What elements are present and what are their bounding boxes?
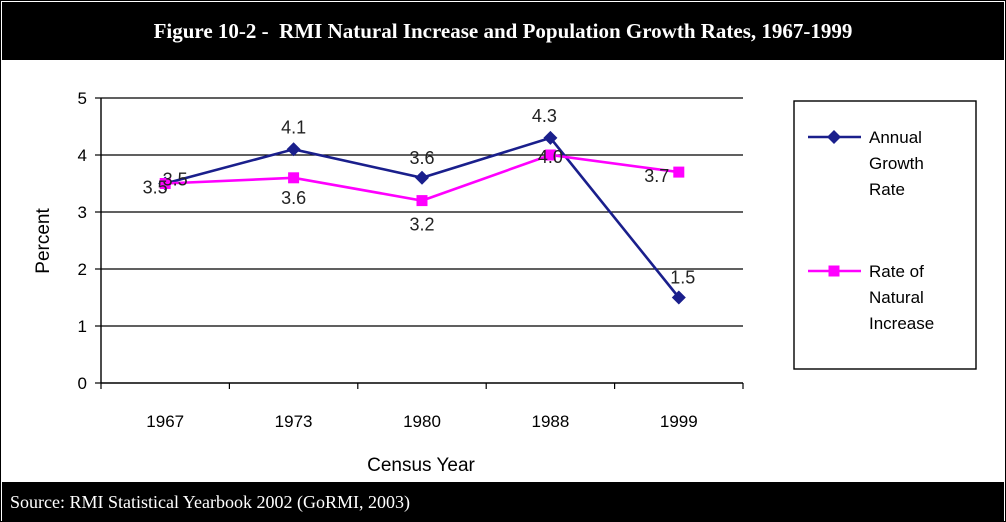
legend-box bbox=[793, 100, 977, 370]
legend-label: Annual bbox=[869, 128, 922, 147]
data-point bbox=[415, 170, 429, 185]
y-axis-title: Percent bbox=[33, 208, 54, 274]
legend: Annual Growth Rate Rate of Natural Increase bbox=[793, 100, 977, 370]
y-tick-label: 3 bbox=[78, 203, 87, 222]
data-point bbox=[416, 195, 428, 207]
x-tick-label: 1973 bbox=[275, 412, 313, 431]
legend-label: Natural bbox=[869, 288, 924, 307]
data-labels: 3.5 4.1 3.6 4.3 1.5 3.5 3.6 3.2 4.0 3.7 bbox=[143, 106, 696, 288]
legend-label: Rate of bbox=[869, 262, 924, 281]
y-tick-label: 1 bbox=[78, 317, 87, 336]
x-axis-title: Census Year bbox=[367, 455, 475, 476]
x-tick-label: 1988 bbox=[531, 412, 569, 431]
gridlines bbox=[101, 97, 743, 327]
data-point bbox=[544, 149, 556, 161]
x-tick-label: 1967 bbox=[146, 412, 184, 431]
data-label: 1.5 bbox=[670, 268, 695, 288]
y-axis: 0 1 2 3 4 5 bbox=[78, 89, 102, 393]
figure-title: Figure 10-2 - RMI Natural Increase and P… bbox=[2, 2, 1004, 60]
data-label: 3.2 bbox=[409, 215, 434, 235]
line-chart: 0 1 2 3 4 5 1967 1973 1980 1988 1999 Percent Cens… bbox=[33, 89, 977, 476]
data-point bbox=[673, 166, 685, 178]
data-label: 3.7 bbox=[644, 166, 669, 186]
legend-label: Increase bbox=[869, 314, 934, 333]
y-tick-label: 0 bbox=[78, 374, 87, 393]
legend-marker bbox=[828, 265, 840, 277]
data-point bbox=[286, 142, 301, 157]
data-label: 4.3 bbox=[532, 106, 557, 126]
data-label: 3.6 bbox=[409, 148, 434, 168]
data-label: 4.0 bbox=[538, 147, 563, 167]
data-label: 3.5 bbox=[163, 170, 188, 190]
data-label: 4.1 bbox=[281, 117, 306, 137]
x-tick-label: 1999 bbox=[660, 412, 698, 431]
data-point bbox=[543, 130, 558, 145]
y-tick-label: 4 bbox=[78, 146, 87, 165]
x-tick-label: 1980 bbox=[403, 412, 441, 431]
legend-label: Growth bbox=[869, 154, 924, 173]
y-tick-label: 2 bbox=[78, 260, 87, 279]
data-label: 3.6 bbox=[281, 188, 306, 208]
series-lines bbox=[158, 130, 686, 305]
y-tick-label: 5 bbox=[78, 89, 87, 108]
source-text: Source: RMI Statistical Yearbook 2002 (G… bbox=[10, 491, 410, 512]
source-note: Source: RMI Statistical Yearbook 2002 (G… bbox=[2, 482, 1004, 522]
legend-marker bbox=[827, 130, 841, 144]
data-point bbox=[159, 178, 171, 189]
data-point bbox=[288, 172, 300, 184]
x-axis: 1967 1973 1980 1988 1999 bbox=[100, 382, 744, 431]
legend-label: Rate bbox=[869, 180, 905, 199]
data-point bbox=[671, 290, 686, 305]
data-label: 3.5 bbox=[143, 178, 168, 198]
